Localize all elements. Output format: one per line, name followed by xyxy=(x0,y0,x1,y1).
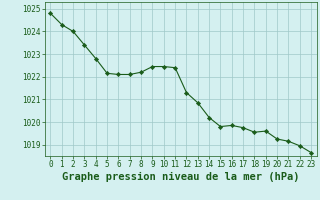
X-axis label: Graphe pression niveau de la mer (hPa): Graphe pression niveau de la mer (hPa) xyxy=(62,172,300,182)
